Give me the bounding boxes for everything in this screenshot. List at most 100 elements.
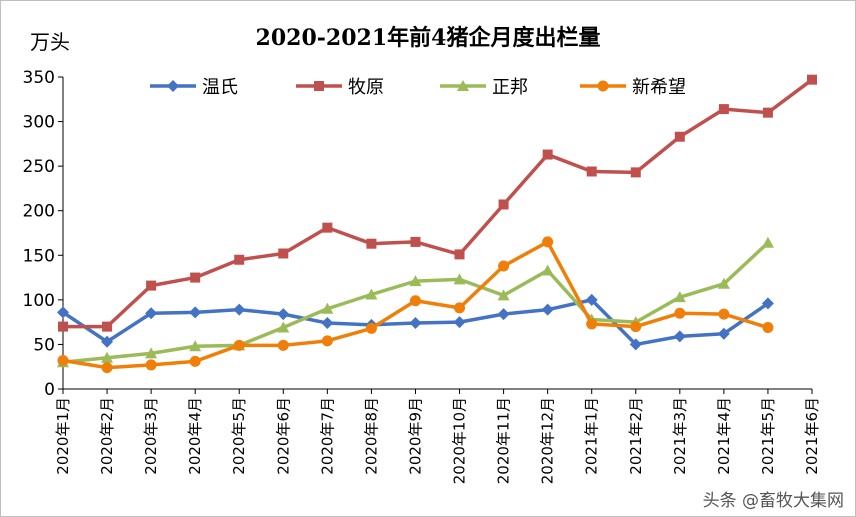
- data-point: [629, 338, 642, 351]
- x-tick-label: 2020年2月: [98, 397, 116, 475]
- series-line-1: [63, 78, 814, 329]
- x-tick-label: 2021年5月: [759, 397, 777, 475]
- y-tick-label: 150: [23, 246, 55, 266]
- data-point: [454, 249, 465, 260]
- chart-title: 2020-2021年前4猪企月度出栏量: [255, 25, 601, 51]
- data-point: [145, 347, 158, 359]
- data-point: [101, 351, 114, 363]
- data-point: [101, 335, 114, 348]
- data-point: [718, 104, 729, 115]
- data-point: [145, 307, 158, 320]
- data-point: [761, 297, 774, 310]
- legend-label: 新希望: [632, 77, 686, 98]
- data-point: [498, 260, 510, 272]
- x-tick-label: 2020年11月: [495, 397, 513, 484]
- data-point: [57, 306, 69, 319]
- data-point: [761, 236, 774, 248]
- x-tick-label: 2021年2月: [627, 397, 645, 475]
- data-point: [807, 74, 817, 85]
- data-point: [630, 321, 642, 333]
- legend-marker: [597, 80, 609, 92]
- data-point: [410, 236, 421, 247]
- legend-label: 温氏: [202, 77, 238, 98]
- data-point: [674, 307, 686, 319]
- data-point: [409, 295, 421, 307]
- data-point: [234, 254, 245, 265]
- data-point: [585, 293, 598, 306]
- data-point: [189, 355, 201, 367]
- data-point: [278, 248, 289, 259]
- data-point: [453, 273, 466, 285]
- data-point: [673, 291, 686, 303]
- data-point: [321, 335, 333, 347]
- data-point: [717, 327, 730, 340]
- data-point: [321, 302, 334, 314]
- x-tick-label: 2020年10月: [451, 397, 469, 484]
- data-point: [322, 222, 333, 233]
- data-point: [542, 236, 554, 248]
- legend-marker: [167, 80, 179, 92]
- y-axis-unit-label: 万头: [30, 30, 70, 54]
- y-tick-label: 200: [23, 202, 55, 222]
- x-tick-label: 2021年4月: [715, 397, 733, 475]
- x-tick-label: 2020年9月: [406, 397, 424, 475]
- data-point: [409, 317, 422, 330]
- data-point: [718, 308, 730, 320]
- data-point: [102, 321, 113, 332]
- data-point: [366, 238, 377, 249]
- x-tick-label: 2021年6月: [803, 397, 821, 475]
- data-point: [277, 308, 290, 321]
- legend-label: 正邦: [492, 77, 528, 98]
- data-point: [189, 340, 202, 352]
- data-point: [586, 166, 597, 177]
- data-point: [717, 277, 730, 289]
- data-point: [498, 199, 509, 210]
- data-point: [58, 321, 68, 332]
- data-point: [454, 302, 466, 314]
- y-tick-label: 50: [33, 335, 55, 355]
- watermark: 头条 @畜牧大集网: [702, 491, 844, 511]
- data-point: [542, 149, 553, 160]
- data-point: [762, 107, 773, 118]
- data-point: [321, 317, 334, 330]
- data-point: [541, 303, 554, 316]
- data-point: [497, 289, 510, 301]
- data-point: [146, 280, 157, 291]
- data-point: [453, 316, 466, 329]
- data-point: [189, 306, 202, 319]
- data-point: [586, 318, 598, 330]
- y-tick-label: 0: [44, 380, 55, 400]
- data-point: [57, 354, 69, 366]
- x-tick-label: 2020年12月: [539, 397, 557, 484]
- x-tick-label: 2020年6月: [274, 397, 292, 475]
- data-point: [277, 321, 290, 333]
- data-point: [541, 264, 554, 276]
- x-tick-label: 2020年8月: [362, 397, 380, 475]
- data-point: [673, 330, 686, 343]
- y-tick-label: 100: [23, 291, 55, 311]
- legend-marker: [314, 81, 324, 91]
- x-tick-label: 2021年3月: [671, 397, 689, 475]
- legend-label: 牧原: [348, 77, 384, 98]
- data-point: [365, 322, 377, 334]
- data-point: [365, 288, 378, 300]
- y-tick-label: 300: [23, 113, 55, 133]
- data-point: [409, 275, 422, 287]
- data-point: [101, 362, 113, 374]
- x-tick-label: 2020年5月: [230, 397, 248, 475]
- data-point: [277, 339, 289, 351]
- data-point: [233, 303, 246, 316]
- data-point: [674, 131, 685, 142]
- data-point: [233, 339, 245, 351]
- y-tick-label: 250: [23, 157, 55, 177]
- data-point: [190, 272, 201, 283]
- x-tick-label: 2020年4月: [186, 397, 204, 475]
- y-tick-label: 350: [23, 68, 55, 88]
- x-tick-label: 2021年1月: [583, 397, 601, 475]
- x-tick-label: 2020年7月: [318, 397, 336, 475]
- x-tick-label: 2020年3月: [142, 397, 160, 475]
- data-point: [497, 308, 510, 321]
- x-tick-label: 2020年1月: [54, 397, 72, 475]
